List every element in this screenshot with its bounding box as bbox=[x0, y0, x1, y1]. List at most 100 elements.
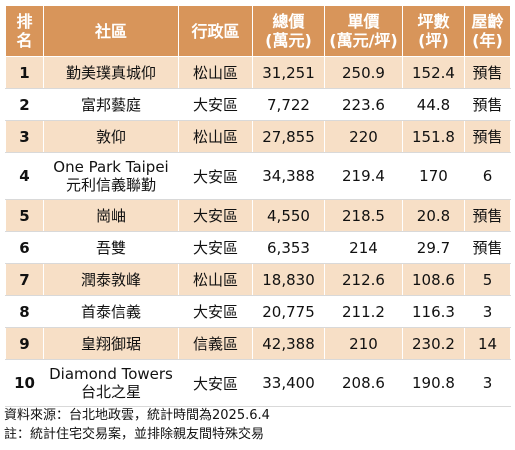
unit-price-cell: 210 bbox=[324, 327, 403, 360]
header-area: 坪數 (坪) bbox=[402, 5, 465, 57]
area-cell: 20.8 bbox=[402, 199, 465, 232]
district-cell: 大安區 bbox=[178, 152, 253, 200]
total-price-cell: 7,722 bbox=[252, 88, 325, 121]
total-price-cell: 31,251 bbox=[252, 56, 325, 89]
district-cell: 松山區 bbox=[178, 56, 253, 89]
unit-price-cell: 218.5 bbox=[324, 199, 403, 232]
age-cell: 預售 bbox=[464, 88, 511, 121]
community-name-line: 元利信義聯勤 bbox=[65, 176, 156, 194]
unit-price-cell: 220 bbox=[324, 120, 403, 153]
district-cell: 大安區 bbox=[178, 359, 253, 407]
community-cell: 皇翔御琚 bbox=[43, 327, 179, 360]
district-cell: 大安區 bbox=[178, 295, 253, 328]
community-name-line: 皇翔御琚 bbox=[80, 334, 141, 353]
total-price-cell: 18,830 bbox=[252, 263, 325, 296]
unit-price-cell: 223.6 bbox=[324, 88, 403, 121]
table-row: 7 潤泰敦峰 松山區 18,830 212.6 108.6 5 bbox=[5, 263, 511, 296]
total-price-cell: 6,353 bbox=[252, 231, 325, 264]
ranking-table-container: 排 名 社區 行政區 總價 (萬元) 單價 (萬元/坪) 坪數 (坪) bbox=[5, 5, 511, 407]
district-cell: 大安區 bbox=[178, 88, 253, 121]
source-note: 資料來源：台北地政雲，統計時間為2025.6.4 bbox=[4, 408, 270, 423]
rank-cell: 5 bbox=[5, 199, 44, 232]
total-price-cell: 34,388 bbox=[252, 152, 325, 200]
rank-cell: 2 bbox=[5, 88, 44, 121]
community-name-line: 台北之星 bbox=[80, 383, 141, 401]
district-cell: 松山區 bbox=[178, 120, 253, 153]
rank-cell: 3 bbox=[5, 120, 44, 153]
community-cell: 崗岫 bbox=[43, 199, 179, 232]
rank-cell: 9 bbox=[5, 327, 44, 360]
header-community: 社區 bbox=[43, 5, 179, 57]
community-name-line: 潤泰敦峰 bbox=[80, 270, 141, 289]
community-cell: 首泰信義 bbox=[43, 295, 179, 328]
table-row: 5 崗岫 大安區 4,550 218.5 20.8 預售 bbox=[5, 199, 511, 232]
total-price-cell: 4,550 bbox=[252, 199, 325, 232]
footnotes: 資料來源：台北地政雲，統計時間為2025.6.4 註：統計住宅交易案，並排除親友… bbox=[4, 406, 270, 444]
community-cell: 吾雙 bbox=[43, 231, 179, 264]
age-cell: 預售 bbox=[464, 56, 511, 89]
district-cell: 信義區 bbox=[178, 327, 253, 360]
age-cell: 14 bbox=[464, 327, 511, 360]
ranking-table: 排 名 社區 行政區 總價 (萬元) 單價 (萬元/坪) 坪數 (坪) bbox=[5, 5, 511, 407]
unit-price-cell: 212.6 bbox=[324, 263, 403, 296]
area-cell: 151.8 bbox=[402, 120, 465, 153]
unit-price-cell: 214 bbox=[324, 231, 403, 264]
area-cell: 190.8 bbox=[402, 359, 465, 407]
district-cell: 大安區 bbox=[178, 199, 253, 232]
unit-price-cell: 219.4 bbox=[324, 152, 403, 200]
age-cell: 預售 bbox=[464, 199, 511, 232]
community-cell: 潤泰敦峰 bbox=[43, 263, 179, 296]
total-price-cell: 42,388 bbox=[252, 327, 325, 360]
header-rank: 排 名 bbox=[5, 5, 44, 57]
area-cell: 170 bbox=[402, 152, 465, 200]
unit-price-cell: 208.6 bbox=[324, 359, 403, 407]
community-name-line: 崗岫 bbox=[95, 206, 126, 225]
header-total-price: 總價 (萬元) bbox=[252, 5, 325, 57]
age-cell: 5 bbox=[464, 263, 511, 296]
header-district: 行政區 bbox=[178, 5, 253, 57]
community-name-line: One Park Taipei bbox=[53, 158, 169, 176]
rank-cell: 6 bbox=[5, 231, 44, 264]
community-cell: 富邦藝庭 bbox=[43, 88, 179, 121]
area-cell: 152.4 bbox=[402, 56, 465, 89]
rank-cell: 10 bbox=[5, 359, 44, 407]
table-row: 3 敦仰 松山區 27,855 220 151.8 預售 bbox=[5, 120, 511, 153]
rank-cell: 1 bbox=[5, 56, 44, 89]
age-cell: 3 bbox=[464, 359, 511, 407]
table-header-row: 排 名 社區 行政區 總價 (萬元) 單價 (萬元/坪) 坪數 (坪) bbox=[5, 5, 511, 57]
total-price-cell: 27,855 bbox=[252, 120, 325, 153]
table-body: 1 勤美璞真城仰 松山區 31,251 250.9 152.4 預售 2 富邦藝庭 大安區 7,72… bbox=[5, 56, 511, 407]
community-name-line: Diamond Towers bbox=[49, 365, 173, 383]
age-cell: 預售 bbox=[464, 231, 511, 264]
age-cell: 6 bbox=[464, 152, 511, 200]
rank-cell: 4 bbox=[5, 152, 44, 200]
community-name-line: 首泰信義 bbox=[80, 302, 141, 321]
table-row: 6 吾雙 大安區 6,353 214 29.7 預售 bbox=[5, 231, 511, 264]
community-cell: Diamond Towers 台北之星 bbox=[43, 359, 179, 407]
community-cell: One Park Taipei 元利信義聯勤 bbox=[43, 152, 179, 200]
community-cell: 勤美璞真城仰 bbox=[43, 56, 179, 89]
unit-price-cell: 211.2 bbox=[324, 295, 403, 328]
total-price-cell: 20,775 bbox=[252, 295, 325, 328]
header-unit-price: 單價 (萬元/坪) bbox=[324, 5, 403, 57]
community-name-line: 敦仰 bbox=[95, 127, 126, 146]
community-name-line: 勤美璞真城仰 bbox=[65, 63, 156, 82]
community-cell: 敦仰 bbox=[43, 120, 179, 153]
rank-cell: 8 bbox=[5, 295, 44, 328]
table-row: 4 One Park Taipei 元利信義聯勤 大安區 34,388 219.4 170 6 bbox=[5, 152, 511, 200]
table-row: 2 富邦藝庭 大安區 7,722 223.6 44.8 預售 bbox=[5, 88, 511, 121]
area-cell: 108.6 bbox=[402, 263, 465, 296]
table-row: 1 勤美璞真城仰 松山區 31,251 250.9 152.4 預售 bbox=[5, 56, 511, 89]
age-cell: 預售 bbox=[464, 120, 511, 153]
community-name-line: 吾雙 bbox=[95, 238, 126, 257]
area-cell: 116.3 bbox=[402, 295, 465, 328]
table-row: 8 首泰信義 大安區 20,775 211.2 116.3 3 bbox=[5, 295, 511, 328]
area-cell: 230.2 bbox=[402, 327, 465, 360]
community-name-line: 富邦藝庭 bbox=[80, 95, 141, 114]
district-cell: 松山區 bbox=[178, 263, 253, 296]
area-cell: 44.8 bbox=[402, 88, 465, 121]
unit-price-cell: 250.9 bbox=[324, 56, 403, 89]
table-row: 10 Diamond Towers 台北之星 大安區 33,400 208.6 190.8 3 bbox=[5, 359, 511, 407]
table-row: 9 皇翔御琚 信義區 42,388 210 230.2 14 bbox=[5, 327, 511, 360]
age-cell: 3 bbox=[464, 295, 511, 328]
